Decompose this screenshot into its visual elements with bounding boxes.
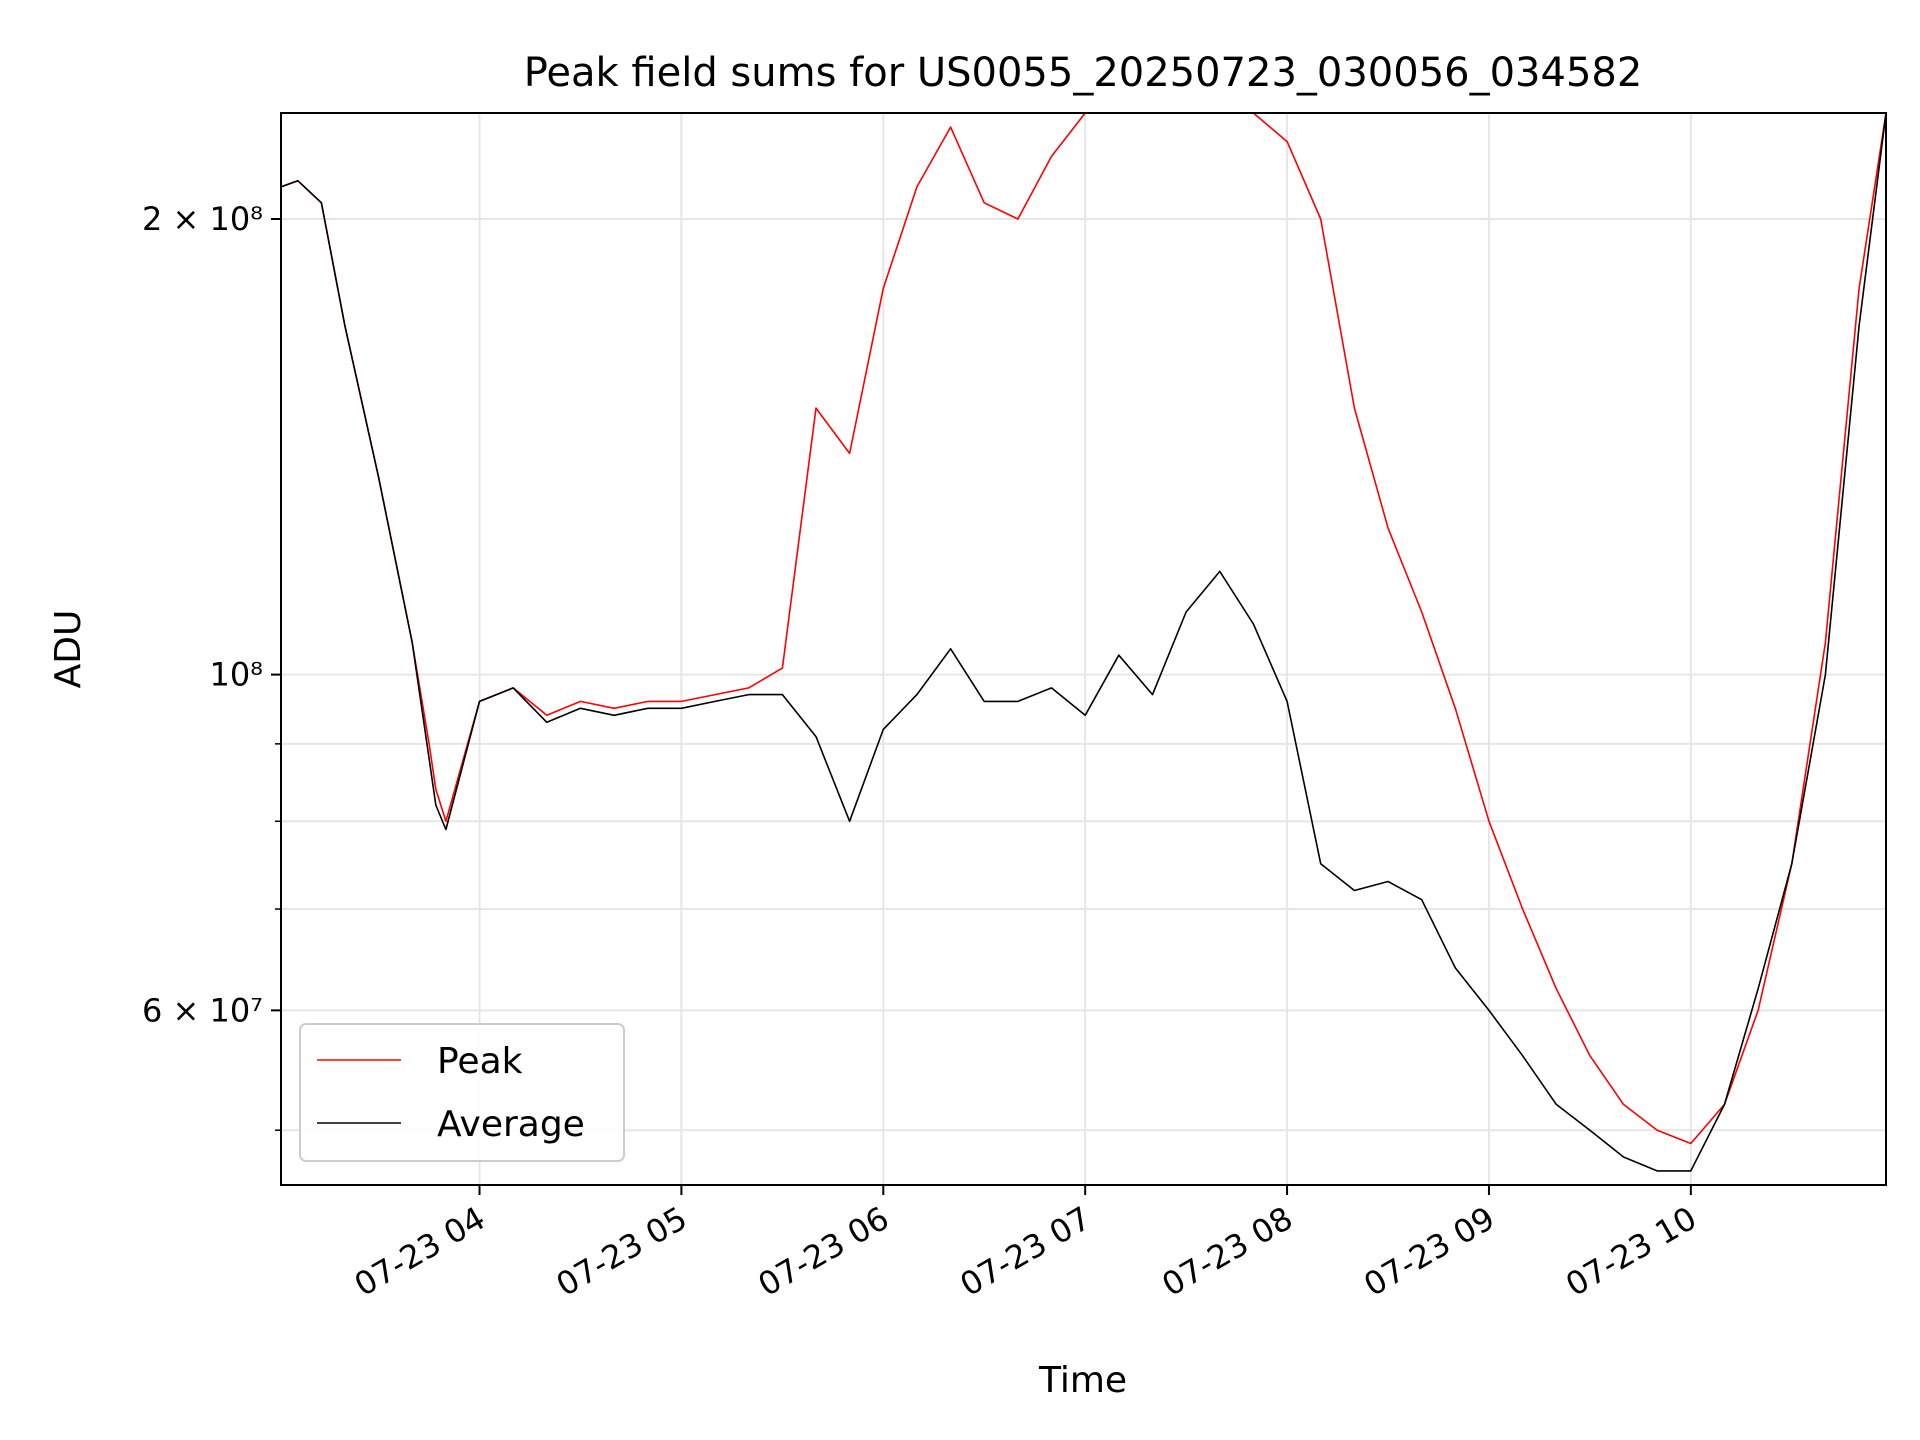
legend-box bbox=[299, 1023, 625, 1162]
plot-area-frame bbox=[280, 112, 1887, 1186]
legend: Peak Average bbox=[299, 1023, 625, 1162]
legend-label-average: Average bbox=[437, 1104, 585, 1145]
grid-lines bbox=[281, 113, 1886, 1185]
x-axis-label: Time bbox=[1038, 1360, 1127, 1401]
y-axis-label: ADU bbox=[48, 610, 89, 689]
series-line-average bbox=[281, 113, 1886, 1172]
legend-label-peak: Peak bbox=[437, 1041, 523, 1082]
y-tick-label: 10⁸ bbox=[209, 656, 263, 694]
y-tick-label: 6 × 10⁷ bbox=[142, 991, 263, 1029]
chart-title: Peak field sums for US0055_20250723_0300… bbox=[524, 50, 1643, 96]
y-axis-ticks: 6 × 10⁷ 10⁸ 2 × 10⁸ bbox=[142, 200, 281, 1131]
y-tick-label: 2 × 10⁸ bbox=[142, 200, 263, 238]
series-layer bbox=[281, 113, 1886, 1172]
series-line-peak bbox=[281, 113, 1886, 1145]
